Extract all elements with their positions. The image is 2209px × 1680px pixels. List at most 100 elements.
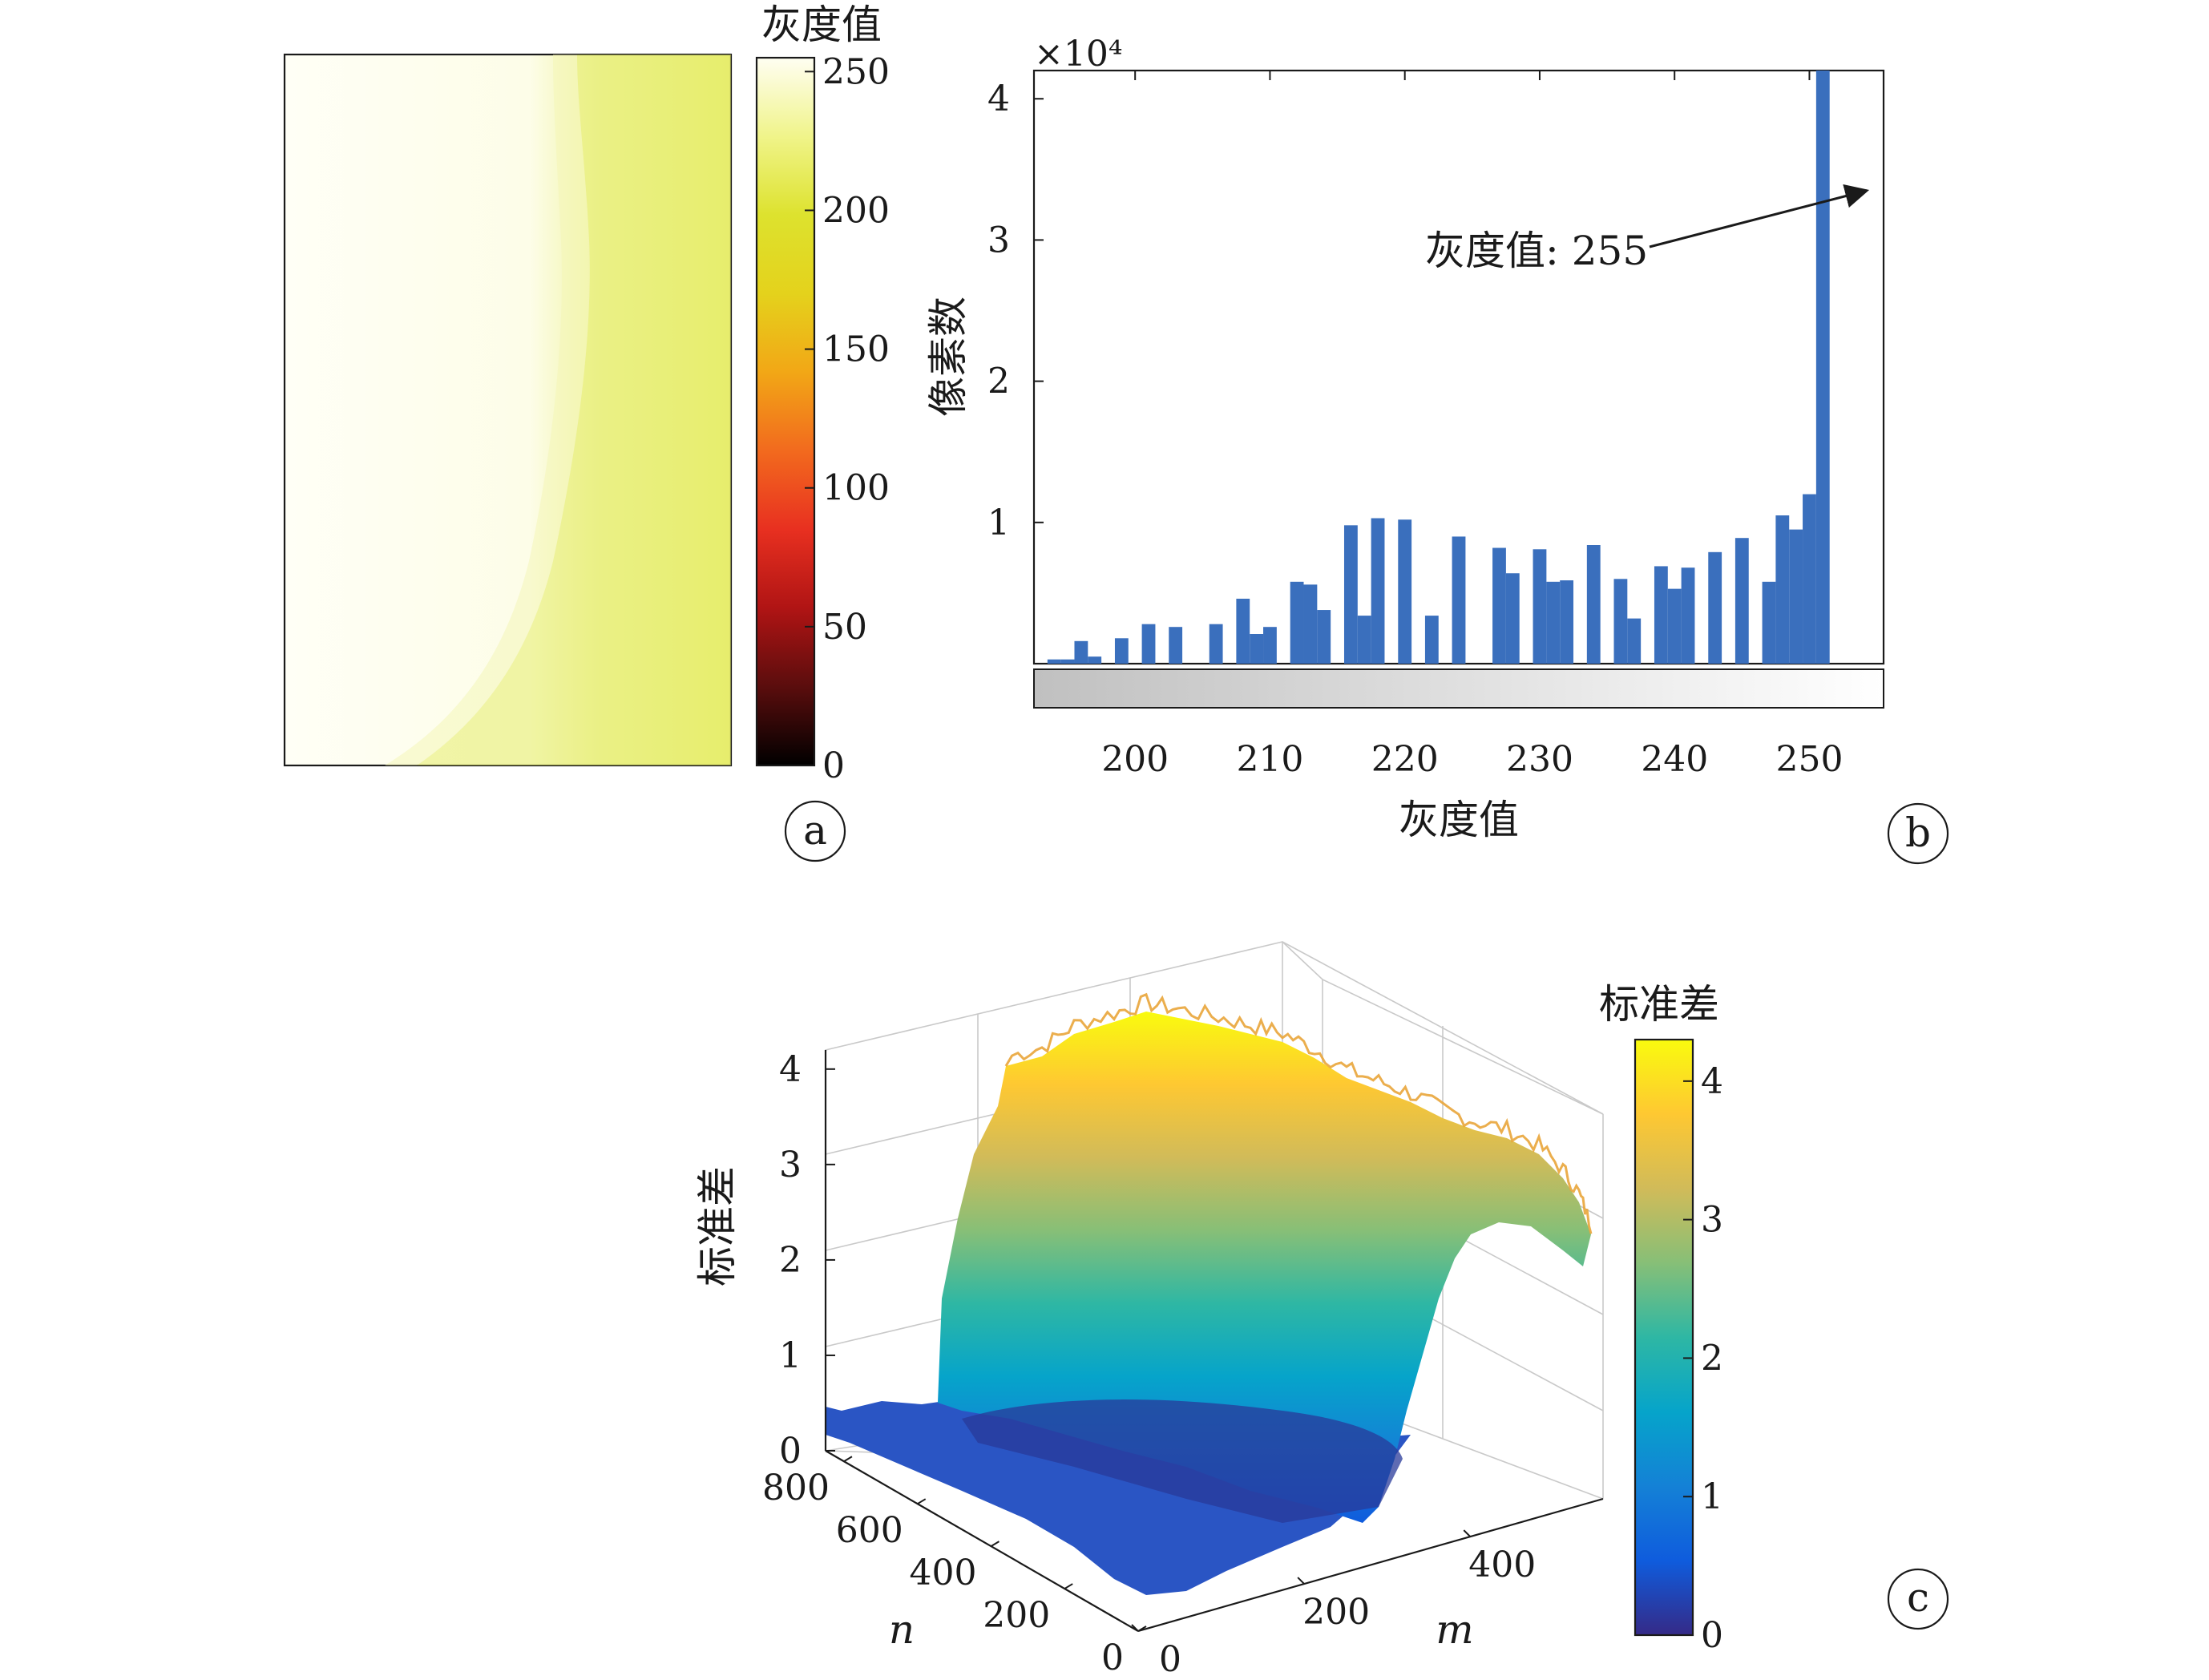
hist-bar — [1209, 624, 1223, 664]
surface-n-tick-mark — [917, 1498, 927, 1505]
surface-n-tick-label: 0 — [1101, 1638, 1124, 1678]
hist-bar — [1586, 545, 1601, 664]
surface-edge-noise — [1004, 992, 1593, 1234]
hist-bar — [1452, 536, 1466, 664]
surface-n-tick-label: 400 — [909, 1553, 976, 1593]
hist-bar — [1263, 627, 1277, 664]
hist-bar — [1290, 581, 1304, 664]
panel-label-b: b — [1905, 810, 1931, 856]
surface-nlabel: n — [889, 1606, 915, 1653]
hist-bar — [1775, 515, 1790, 664]
gray-strip — [1033, 668, 1884, 709]
hist-bar — [1708, 551, 1722, 664]
colorbar-c — [1634, 1038, 1694, 1637]
hist-y-exponent: ×10⁴ — [1034, 34, 1123, 75]
surface-z-tick-label: 4 — [779, 1049, 802, 1090]
hist-bar — [1815, 71, 1830, 664]
surface-m-ticks: 0 200 400 — [1131, 1529, 1536, 1680]
hist-bar — [1114, 638, 1129, 664]
hist-x-ticks: 200 210 220 230 240 250 — [1101, 739, 1843, 780]
hist-bar — [1060, 659, 1075, 664]
surface-mlabel: m — [1436, 1606, 1473, 1653]
hist-bar — [1505, 573, 1520, 664]
colorbar-a-ticks: 0 50 100 150 200 250 — [805, 51, 890, 786]
hist-x-tick-label: 250 — [1775, 739, 1843, 780]
hist-bar — [1803, 494, 1816, 664]
hist-bar — [1681, 567, 1695, 664]
hist-x-tick-label: 210 — [1236, 739, 1303, 780]
hist-annotation-arrow — [1649, 184, 1870, 248]
surface-z-tick-label: 3 — [779, 1145, 802, 1185]
hist-bar — [1533, 549, 1547, 664]
n-axis-line — [825, 1450, 1139, 1632]
surface-m-tick-mark — [1131, 1624, 1139, 1632]
hist-y-tick-label: 4 — [987, 79, 1010, 119]
surface-z-tick-label: 2 — [779, 1240, 802, 1281]
image-boundary-soft — [385, 55, 590, 765]
hist-ylabel: 像素数 — [925, 297, 971, 417]
hist-bar — [1654, 566, 1668, 664]
hist-bar — [1371, 518, 1385, 664]
colorbar-a-tick-label: 100 — [822, 468, 890, 509]
surface-n-tick-label: 200 — [983, 1595, 1050, 1636]
hist-xlabel: 灰度值 — [1399, 797, 1519, 843]
hist-bars — [1047, 71, 1830, 664]
hist-x-tick-label: 230 — [1506, 739, 1573, 780]
hist-y-ticks: 1 2 3 4 — [987, 79, 1010, 543]
panel-label-a-circle — [784, 800, 846, 862]
colorbar-c-ticks: 0 1 2 3 4 — [1683, 1061, 1723, 1656]
surface-z-tick-label: 0 — [779, 1431, 802, 1472]
colorbar-a-title: 灰度值 — [761, 2, 882, 48]
hist-x-tick-label: 220 — [1371, 739, 1439, 780]
surface-z-tick-label: 1 — [779, 1335, 802, 1376]
hist-bar — [1789, 529, 1803, 664]
hist-x-tick-label: 240 — [1641, 739, 1708, 780]
surface-rise — [938, 1012, 1591, 1523]
panel-label-c-circle — [1887, 1568, 1949, 1630]
surface-m-tick-label: 200 — [1302, 1592, 1370, 1633]
hist-y-tick-label: 3 — [987, 220, 1010, 260]
panel-label-b-circle — [1887, 802, 1949, 865]
surface-m-tick-mark — [1463, 1529, 1471, 1537]
surface-m-tick-label: 400 — [1468, 1545, 1536, 1585]
hist-bar — [1317, 610, 1331, 664]
surface-n-tick-mark — [1064, 1583, 1073, 1589]
surface-n-tick-label: 800 — [762, 1468, 830, 1508]
panel-b-histogram: 200 210 220 230 240 250 1 2 3 4 ×10⁴ 灰度值 像素数 灰度值… — [925, 34, 1949, 865]
surface-n-tick-label: 600 — [836, 1510, 903, 1551]
panel-label-a: a — [803, 807, 827, 854]
m-axis-line — [1137, 1497, 1604, 1633]
hist-bar — [1303, 584, 1318, 664]
colorbar-a-tick-label: 200 — [822, 190, 890, 231]
hist-bar — [1141, 624, 1156, 664]
panel-a-heatmap: 灰度值 0 50 100 150 200 250 a — [283, 2, 890, 862]
colorbar-a-tick-label: 50 — [822, 607, 867, 648]
hist-bar — [1560, 580, 1574, 664]
hist-bar — [1424, 616, 1439, 664]
hist-bar — [1088, 656, 1102, 664]
hist-bar — [1627, 618, 1642, 664]
colorbar-a-tick-label: 0 — [822, 745, 845, 786]
hist-bar — [1667, 588, 1682, 664]
colorbar-c-tick-label: 1 — [1701, 1476, 1723, 1517]
surface-m-tick-mark — [1297, 1577, 1305, 1585]
colorbar-a-tick-label: 150 — [822, 329, 890, 370]
surface-z-ticks: 0 1 2 3 4 — [779, 1049, 835, 1472]
hist-annotation-text: 灰度值: 255 — [1425, 228, 1648, 274]
hist-bar — [1734, 538, 1749, 664]
colorbar-a — [755, 56, 816, 767]
colorbar-c-tick-label: 0 — [1701, 1615, 1723, 1656]
surface-m-tick-label: 0 — [1159, 1639, 1181, 1680]
surface-zlabel: 标准差 — [694, 1166, 741, 1286]
hist-y-tick-label: 2 — [987, 361, 1010, 402]
hist-bar — [1074, 640, 1088, 664]
hist-bar — [1169, 627, 1183, 664]
colorbar-c-tick-label: 3 — [1701, 1200, 1723, 1241]
colorbar-c-tick-label: 4 — [1701, 1061, 1723, 1102]
hist-bar — [1047, 659, 1061, 664]
surface-dark-trough — [962, 1399, 1403, 1523]
hist-x-tick-label: 200 — [1101, 739, 1169, 780]
hist-bar — [1357, 616, 1371, 664]
